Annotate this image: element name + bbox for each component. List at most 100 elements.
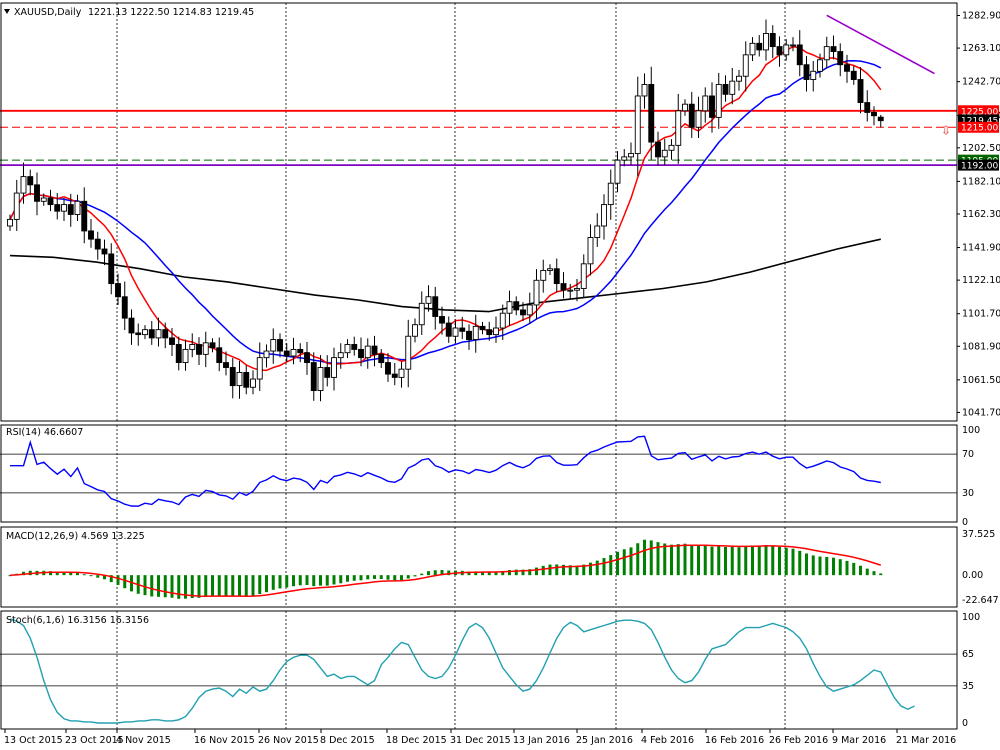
candle-body bbox=[587, 237, 594, 265]
date-label: 23 Oct 2015 bbox=[65, 735, 124, 746]
macd-bar bbox=[400, 575, 403, 581]
candle-body bbox=[229, 367, 236, 387]
candle-body bbox=[790, 44, 796, 47]
price-tag-label: 1225.00 bbox=[961, 107, 998, 117]
macd-bar bbox=[55, 571, 59, 576]
macd-bar bbox=[150, 575, 154, 597]
candle-body bbox=[236, 372, 243, 387]
price-tick-label: 1263.10 bbox=[962, 43, 1000, 54]
candle-body bbox=[634, 95, 641, 155]
macd-bar bbox=[332, 575, 336, 585]
candle-body bbox=[263, 350, 270, 359]
candle-layer bbox=[7, 19, 884, 402]
candle-body bbox=[560, 283, 567, 291]
macd-bar bbox=[481, 571, 484, 576]
macd-bar bbox=[251, 575, 255, 596]
sell-arrow-icon: ⇩ bbox=[941, 124, 951, 138]
macd-bar bbox=[535, 567, 538, 576]
candle-body bbox=[310, 362, 317, 392]
candle-body bbox=[371, 345, 378, 355]
macd-bar bbox=[744, 546, 748, 576]
macd-bar bbox=[49, 571, 52, 576]
date-label: 18 Dec 2015 bbox=[386, 735, 447, 746]
candle-body bbox=[182, 348, 189, 364]
macd-bar bbox=[386, 575, 390, 580]
candle-body bbox=[594, 225, 601, 238]
candle-body bbox=[486, 329, 493, 336]
candle-body bbox=[864, 102, 871, 113]
macd-bar bbox=[757, 545, 761, 576]
macd-bar bbox=[683, 543, 687, 576]
candle-body bbox=[661, 149, 668, 158]
candle-body bbox=[776, 46, 783, 56]
macd-bar bbox=[778, 546, 781, 576]
candle-body bbox=[803, 64, 810, 80]
candle-body bbox=[533, 279, 540, 306]
trendline bbox=[826, 14, 935, 75]
candle-body bbox=[452, 327, 459, 337]
rsi-axis-label: 70 bbox=[962, 449, 974, 460]
price-tick-label: 1282.90 bbox=[962, 11, 1000, 22]
candle-body bbox=[283, 350, 290, 357]
candle-body bbox=[297, 348, 304, 354]
macd-bar bbox=[170, 575, 174, 598]
rsi-label: RSI(14) 46.6607 bbox=[6, 427, 83, 438]
candle-body bbox=[668, 144, 675, 151]
candle-body bbox=[304, 352, 310, 364]
candle-body bbox=[391, 373, 398, 378]
candle-body bbox=[405, 335, 412, 370]
candle-body bbox=[61, 204, 67, 212]
macd-bar bbox=[427, 571, 430, 576]
price-tick-label: 1182.10 bbox=[962, 176, 1000, 187]
macd-bar bbox=[845, 560, 849, 576]
candle-body bbox=[337, 352, 344, 359]
macd-bar bbox=[346, 575, 349, 582]
price-tag bbox=[958, 114, 999, 126]
candle-body bbox=[580, 263, 587, 289]
price-tick-label: 1101.70 bbox=[962, 309, 1000, 320]
candle-body bbox=[675, 110, 682, 146]
candle-body bbox=[567, 289, 574, 292]
date-label: 16 Feb 2016 bbox=[705, 735, 764, 746]
price-tag-label: 1215.00 bbox=[961, 124, 998, 134]
candle-body bbox=[756, 42, 763, 51]
macd-bar bbox=[575, 565, 579, 576]
candle-body bbox=[351, 344, 358, 350]
macd-bar bbox=[366, 575, 370, 580]
date-label: 26 Feb 2016 bbox=[769, 735, 828, 746]
macd-bar bbox=[433, 570, 437, 576]
macd-bar bbox=[555, 564, 559, 576]
candle-body bbox=[202, 342, 209, 355]
macd-bar bbox=[568, 565, 572, 576]
candle-body bbox=[736, 75, 742, 82]
macd-bar bbox=[602, 558, 606, 576]
macd-bar bbox=[157, 575, 160, 597]
macd-bar bbox=[285, 575, 289, 588]
macd-bar bbox=[616, 551, 619, 576]
macd-bar bbox=[703, 545, 707, 576]
macd-bar bbox=[548, 564, 552, 576]
candle-body bbox=[688, 103, 695, 128]
macd-axis-label: 37.525 bbox=[962, 529, 995, 540]
macd-bar bbox=[629, 547, 633, 576]
macd-bar bbox=[710, 546, 714, 576]
macd-bar bbox=[730, 547, 734, 576]
candle-body bbox=[216, 347, 223, 364]
candle-body bbox=[209, 342, 216, 349]
macd-bar bbox=[22, 571, 25, 576]
candle-body bbox=[324, 367, 331, 378]
macd-bar bbox=[265, 575, 268, 593]
macd-bar bbox=[514, 569, 518, 576]
candle-body bbox=[850, 70, 857, 80]
candle-body bbox=[648, 84, 655, 143]
macd-bar bbox=[825, 556, 829, 576]
macd-bar bbox=[872, 571, 876, 576]
macd-bar bbox=[406, 575, 410, 579]
stoch-axis-label: 0 bbox=[962, 718, 968, 729]
macd-bar bbox=[676, 544, 680, 576]
macd-bar bbox=[238, 575, 241, 597]
candle-body bbox=[27, 176, 34, 186]
candle-body bbox=[682, 103, 688, 112]
candle-body bbox=[709, 95, 715, 118]
candle-body bbox=[40, 197, 47, 202]
